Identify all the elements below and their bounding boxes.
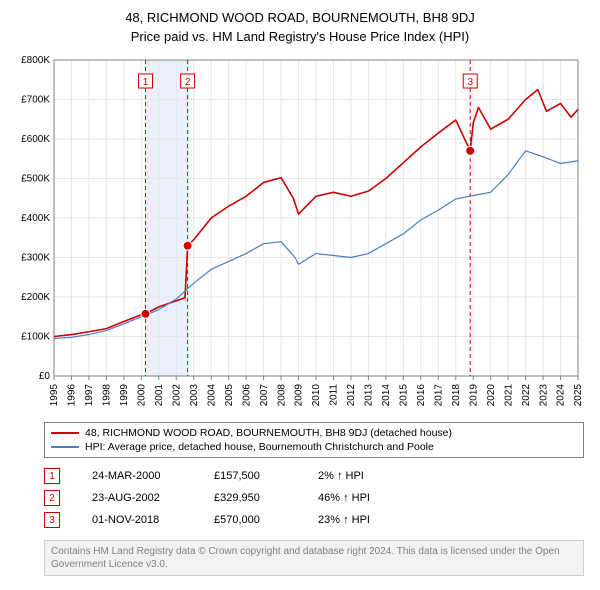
svg-text:1: 1 xyxy=(143,77,149,88)
svg-text:£600K: £600K xyxy=(21,134,50,145)
svg-text:2017: 2017 xyxy=(433,384,444,407)
svg-text:£800K: £800K xyxy=(21,55,50,66)
svg-text:2023: 2023 xyxy=(538,384,549,407)
title-address: 48, RICHMOND WOOD ROAD, BOURNEMOUTH, BH8… xyxy=(0,10,600,25)
transaction-delta: 2% ↑ HPI xyxy=(318,470,364,482)
transaction-row: 2 23-AUG-2002 £329,950 46% ↑ HPI xyxy=(44,490,584,506)
transaction-delta: 46% ↑ HPI xyxy=(318,492,370,504)
svg-text:2018: 2018 xyxy=(451,384,462,407)
svg-text:2014: 2014 xyxy=(381,384,392,407)
svg-text:2: 2 xyxy=(185,77,191,88)
price-chart: £0 £100K £200K £300K £400K £500K £600K £700K £80… xyxy=(10,50,590,420)
svg-text:2015: 2015 xyxy=(399,384,410,407)
transaction-price: £570,000 xyxy=(214,514,286,526)
svg-text:1999: 1999 xyxy=(119,384,130,407)
transaction-price: £157,500 xyxy=(214,470,286,482)
svg-text:£700K: £700K xyxy=(21,95,50,106)
transaction-price: £329,950 xyxy=(214,492,286,504)
svg-text:2003: 2003 xyxy=(189,384,200,407)
svg-text:1995: 1995 xyxy=(49,384,60,407)
svg-text:2002: 2002 xyxy=(171,384,182,407)
svg-text:2004: 2004 xyxy=(206,384,217,407)
svg-text:2012: 2012 xyxy=(346,384,357,407)
legend-swatch xyxy=(51,446,79,448)
svg-text:2010: 2010 xyxy=(311,384,322,407)
svg-text:2020: 2020 xyxy=(486,384,497,407)
title-subtitle: Price paid vs. HM Land Registry's House … xyxy=(0,29,600,44)
transaction-badge: 1 xyxy=(44,468,60,484)
svg-text:1996: 1996 xyxy=(67,384,78,407)
svg-text:2000: 2000 xyxy=(137,384,148,407)
svg-text:£400K: £400K xyxy=(21,213,50,224)
legend-box: 48, RICHMOND WOOD ROAD, BOURNEMOUTH, BH8… xyxy=(44,422,584,458)
data-attribution: Contains HM Land Registry data © Crown c… xyxy=(44,540,584,576)
legend-label: HPI: Average price, detached house, Bour… xyxy=(85,440,434,454)
svg-text:1997: 1997 xyxy=(84,384,95,407)
svg-text:3: 3 xyxy=(467,77,473,88)
svg-text:£200K: £200K xyxy=(21,292,50,303)
svg-text:2016: 2016 xyxy=(416,384,427,407)
svg-text:£0: £0 xyxy=(39,371,51,382)
legend-swatch xyxy=(51,432,79,434)
svg-text:2019: 2019 xyxy=(468,384,479,407)
svg-text:2008: 2008 xyxy=(276,384,287,407)
svg-text:2024: 2024 xyxy=(556,384,567,407)
svg-text:£100K: £100K xyxy=(21,332,50,343)
svg-text:1998: 1998 xyxy=(102,384,113,407)
transaction-row: 1 24-MAR-2000 £157,500 2% ↑ HPI xyxy=(44,468,584,484)
svg-text:2006: 2006 xyxy=(241,384,252,407)
page-root: 48, RICHMOND WOOD ROAD, BOURNEMOUTH, BH8… xyxy=(0,0,600,590)
svg-text:2007: 2007 xyxy=(259,384,270,407)
transaction-badge: 3 xyxy=(44,512,60,528)
svg-text:£300K: £300K xyxy=(21,253,50,264)
transaction-date: 01-NOV-2018 xyxy=(92,514,182,526)
svg-text:2025: 2025 xyxy=(573,384,584,407)
svg-text:2013: 2013 xyxy=(364,384,375,407)
transaction-date: 23-AUG-2002 xyxy=(92,492,182,504)
transaction-row: 3 01-NOV-2018 £570,000 23% ↑ HPI xyxy=(44,512,584,528)
legend-item: 48, RICHMOND WOOD ROAD, BOURNEMOUTH, BH8… xyxy=(51,426,577,440)
svg-text:2011: 2011 xyxy=(329,384,340,406)
svg-text:2001: 2001 xyxy=(154,384,165,407)
transactions-table: 1 24-MAR-2000 £157,500 2% ↑ HPI 2 23-AUG-2002… xyxy=(44,468,584,534)
legend-label: 48, RICHMOND WOOD ROAD, BOURNEMOUTH, BH8… xyxy=(85,426,452,440)
svg-text:2022: 2022 xyxy=(521,384,532,407)
transaction-delta: 23% ↑ HPI xyxy=(318,514,370,526)
svg-text:2021: 2021 xyxy=(503,384,514,407)
svg-text:2009: 2009 xyxy=(294,384,305,407)
legend-item: HPI: Average price, detached house, Bour… xyxy=(51,440,577,454)
chart-svg: £0 £100K £200K £300K £400K £500K £600K £700K £80… xyxy=(10,50,590,420)
transaction-date: 24-MAR-2000 xyxy=(92,470,182,482)
transaction-badge: 2 xyxy=(44,490,60,506)
svg-text:£500K: £500K xyxy=(21,174,50,185)
svg-text:2005: 2005 xyxy=(224,384,235,407)
